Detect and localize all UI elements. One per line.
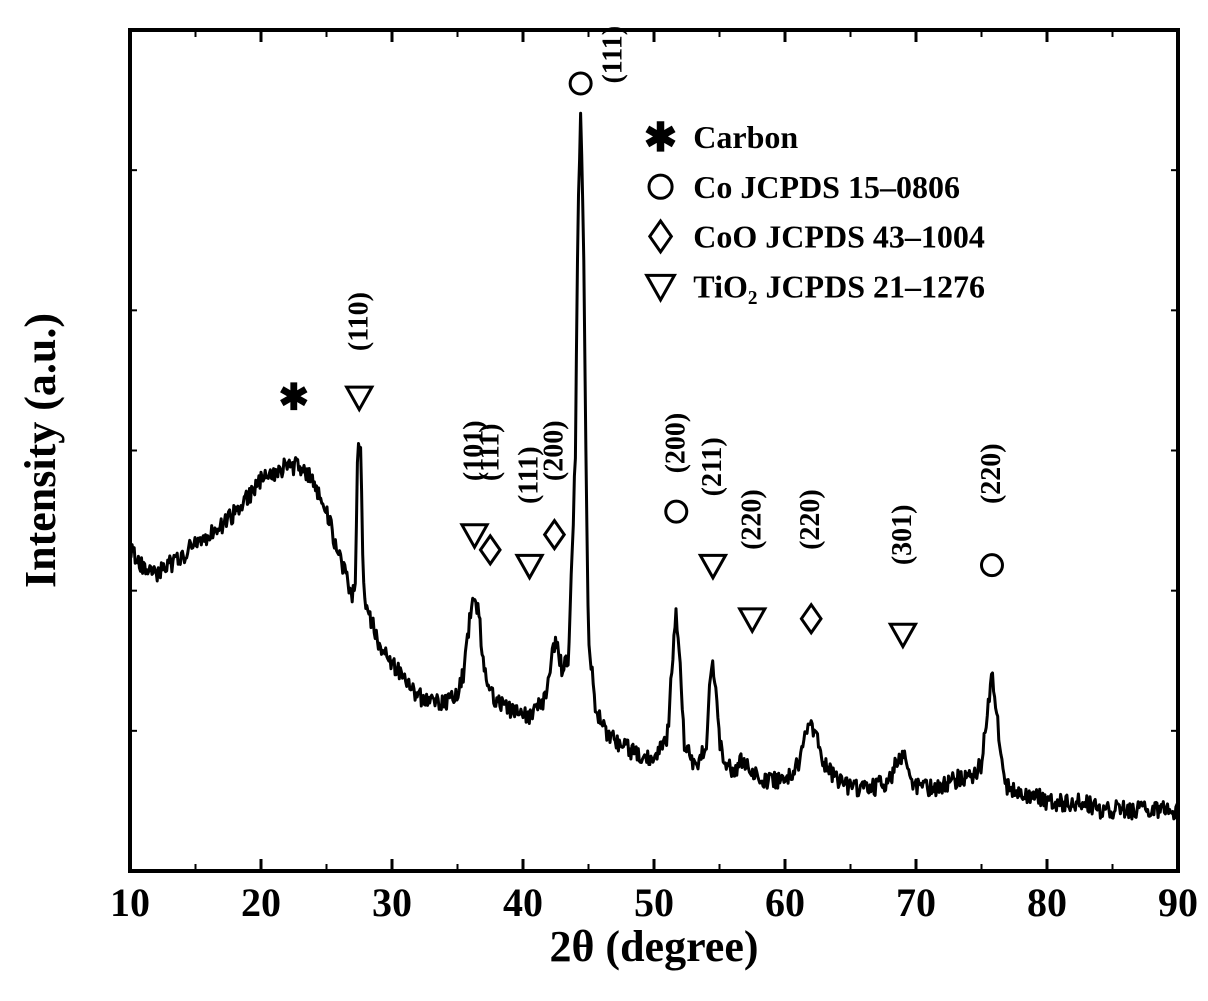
svg-text:(220): (220) xyxy=(736,489,767,550)
svg-text:✱: ✱ xyxy=(644,115,678,160)
svg-text:(220): (220) xyxy=(795,489,826,550)
chart-svg: 10 20 30 40 50 60 70 80 90 2θ (degree) Intensity (… xyxy=(0,0,1208,1001)
svg-text:70: 70 xyxy=(896,880,936,925)
svg-text:(220): (220) xyxy=(976,443,1007,504)
svg-text:TiO₂ JCPDS 21–1276: TiO₂ JCPDS 21–1276 xyxy=(693,268,985,304)
svg-text:80: 80 xyxy=(1027,880,1067,925)
svg-text:(200): (200) xyxy=(660,413,691,474)
svg-text:50: 50 xyxy=(634,880,674,925)
svg-text:✱: ✱ xyxy=(279,378,310,418)
svg-text:(111): (111) xyxy=(597,26,628,84)
svg-text:20: 20 xyxy=(241,880,281,925)
svg-text:(110): (110) xyxy=(343,292,374,351)
svg-text:60: 60 xyxy=(765,880,805,925)
svg-text:(111): (111) xyxy=(474,424,505,482)
svg-text:(211): (211) xyxy=(697,437,728,496)
svg-text:40: 40 xyxy=(503,880,543,925)
svg-text:Co JCPDS 15–0806: Co JCPDS 15–0806 xyxy=(693,169,960,205)
svg-text:Carbon: Carbon xyxy=(693,119,798,155)
xrd-chart: 10 20 30 40 50 60 70 80 90 2θ (degree) Intensity (… xyxy=(0,0,1208,1001)
svg-text:CoO JCPDS 43–1004: CoO JCPDS 43–1004 xyxy=(693,219,985,255)
svg-text:Intensity (a.u.): Intensity (a.u.) xyxy=(16,313,65,588)
svg-text:2θ (degree): 2θ (degree) xyxy=(549,922,758,971)
svg-text:30: 30 xyxy=(372,880,412,925)
svg-text:(200): (200) xyxy=(538,420,569,481)
svg-text:10: 10 xyxy=(110,880,150,925)
svg-text:(301): (301) xyxy=(887,505,918,566)
svg-text:90: 90 xyxy=(1158,880,1198,925)
